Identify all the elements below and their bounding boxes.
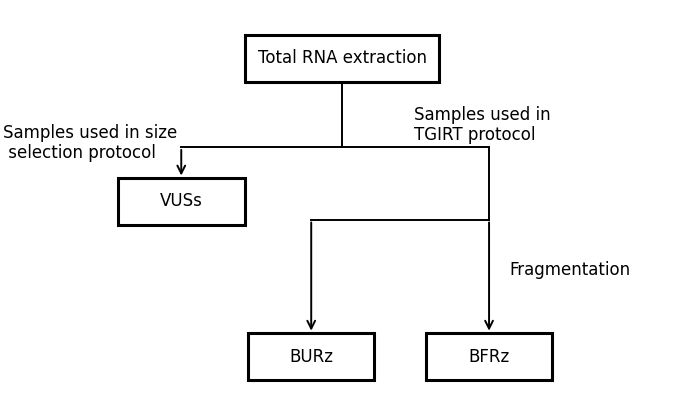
- FancyBboxPatch shape: [118, 178, 245, 224]
- Text: VUSs: VUSs: [160, 193, 202, 210]
- Text: Samples used in
TGIRT protocol: Samples used in TGIRT protocol: [414, 106, 551, 144]
- FancyBboxPatch shape: [248, 333, 375, 380]
- Text: BFRz: BFRz: [469, 348, 510, 366]
- Text: BURz: BURz: [289, 348, 333, 366]
- FancyBboxPatch shape: [425, 333, 552, 380]
- Text: Fragmentation: Fragmentation: [510, 261, 631, 279]
- Text: Total RNA extraction: Total RNA extraction: [257, 50, 427, 67]
- FancyBboxPatch shape: [245, 35, 439, 81]
- Text: Samples used in size
 selection protocol: Samples used in size selection protocol: [3, 124, 178, 162]
